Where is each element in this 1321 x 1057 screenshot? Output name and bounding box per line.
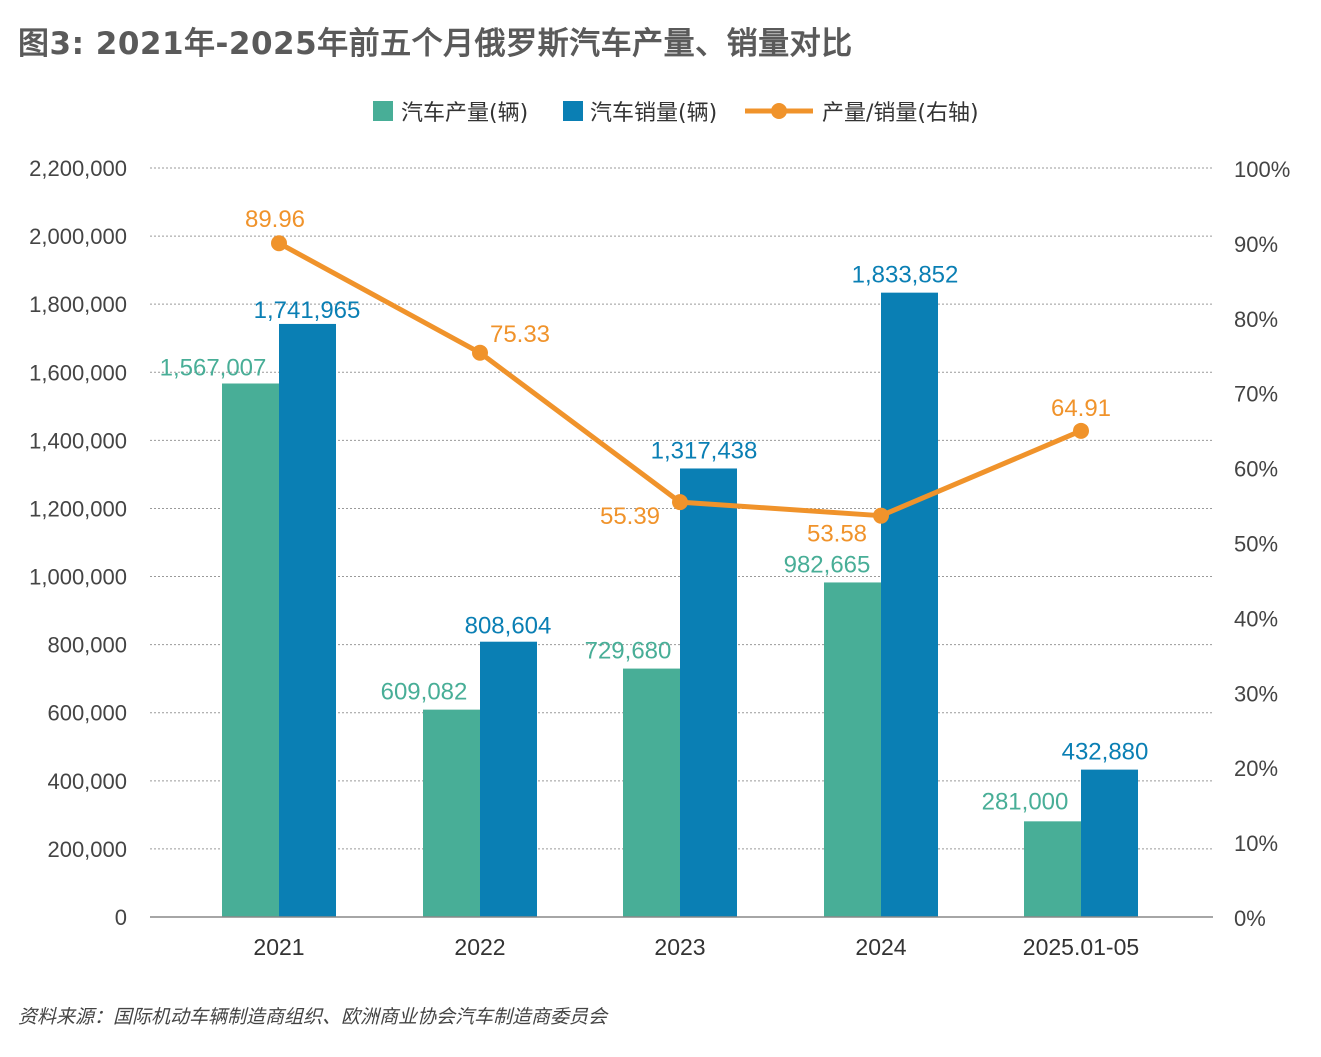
data-label-ratio: 75.33	[490, 321, 550, 348]
y2-tick-label: 90%	[1234, 232, 1278, 257]
y-tick-label: 200,000	[47, 837, 127, 862]
y-tick-label: 1,600,000	[29, 360, 127, 385]
y2-tick-label: 0%	[1234, 906, 1266, 931]
data-label-production: 281,000	[982, 788, 1069, 815]
data-label-ratio: 89.96	[245, 206, 305, 233]
data-label-production: 1,567,007	[160, 355, 267, 382]
left-axis-ticks: 0 200,000 400,000 600,000 800,000 1,000,000 1,…	[29, 156, 127, 930]
source-note: 资料来源：国际机动车辆制造商组织、欧洲商业协会汽车制造商委员会	[18, 1006, 608, 1028]
bar-sales	[279, 323, 336, 918]
data-label-ratio: 64.91	[1051, 395, 1111, 422]
ratio-point	[472, 344, 488, 361]
y-tick-label: 800,000	[47, 633, 127, 658]
y2-tick-label: 20%	[1234, 756, 1278, 781]
legend: 汽车产量(辆) 汽车销量(辆) 产量/销量(右轴)	[373, 101, 979, 126]
ratio-point	[873, 507, 889, 524]
legend-sales-swatch	[563, 101, 583, 121]
y-tick-label: 600,000	[47, 701, 127, 726]
y-tick-label: 1,200,000	[29, 496, 127, 521]
x-category-label: 2021	[253, 934, 304, 960]
bar-production	[623, 668, 680, 917]
y2-tick-label: 50%	[1234, 532, 1278, 557]
data-label-sales: 1,833,852	[852, 262, 959, 289]
data-label-sales: 808,604	[465, 613, 552, 640]
legend-sales-label: 汽车销量(辆)	[590, 101, 717, 126]
bar-production	[824, 582, 881, 917]
legend-ratio-label: 产量/销量(右轴)	[822, 101, 979, 126]
bars	[222, 292, 1138, 918]
y2-tick-label: 80%	[1234, 307, 1278, 332]
y2-tick-label: 10%	[1234, 831, 1278, 856]
bar-sales	[881, 292, 938, 917]
ratio-point	[672, 494, 688, 511]
bar-production	[222, 383, 279, 917]
data-label-production: 609,082	[381, 679, 468, 706]
y-tick-label: 2,200,000	[29, 156, 127, 181]
y-tick-label: 1,000,000	[29, 565, 127, 590]
bar-sales	[480, 641, 537, 917]
x-category-label: 2023	[654, 934, 705, 960]
data-label-production: 729,680	[585, 638, 672, 665]
bar-production	[1024, 821, 1081, 917]
y2-tick-label: 100%	[1234, 157, 1290, 182]
x-category-label: 2024	[855, 934, 906, 960]
legend-production-label: 汽车产量(辆)	[401, 101, 528, 126]
bar-sales	[680, 468, 737, 917]
legend-production-swatch	[373, 101, 393, 121]
ratio-line-series	[271, 235, 1089, 524]
data-label-sales: 1,741,965	[254, 297, 361, 324]
data-label-ratio: 55.39	[600, 503, 660, 530]
chart-title: 图3: 2021年-2025年前五个月俄罗斯汽车产量、销量对比	[18, 26, 853, 62]
x-category-label: 2022	[454, 934, 505, 960]
y2-tick-label: 70%	[1234, 382, 1278, 407]
right-axis-ticks: 0% 10% 20% 30% 40% 50% 60% 70% 80% 90% 100%	[1234, 157, 1290, 931]
data-label-ratio: 53.58	[807, 521, 867, 548]
data-label-production: 982,665	[784, 551, 871, 578]
y-tick-label: 2,000,000	[29, 224, 127, 249]
bar-production	[423, 709, 480, 917]
y2-tick-label: 30%	[1234, 681, 1278, 706]
ratio-point	[271, 235, 287, 252]
x-category-label: 2025.01-05	[1023, 934, 1139, 960]
y-tick-label: 1,400,000	[29, 428, 127, 453]
y2-tick-label: 40%	[1234, 606, 1278, 631]
y2-tick-label: 60%	[1234, 457, 1278, 482]
data-labels: 1,567,007 609,082 729,680 982,665 281,000 1,7…	[160, 206, 1149, 815]
y-tick-label: 1,800,000	[29, 292, 127, 317]
legend-ratio-marker	[771, 103, 787, 119]
y-tick-label: 0	[115, 905, 127, 930]
data-label-sales: 1,317,438	[651, 437, 758, 464]
category-labels: 2021 2022 2023 2024 2025.01-05	[253, 934, 1139, 960]
bar-sales	[1081, 769, 1138, 917]
data-label-sales: 432,880	[1062, 739, 1149, 766]
y-tick-label: 400,000	[47, 769, 127, 794]
ratio-point	[1073, 422, 1089, 439]
